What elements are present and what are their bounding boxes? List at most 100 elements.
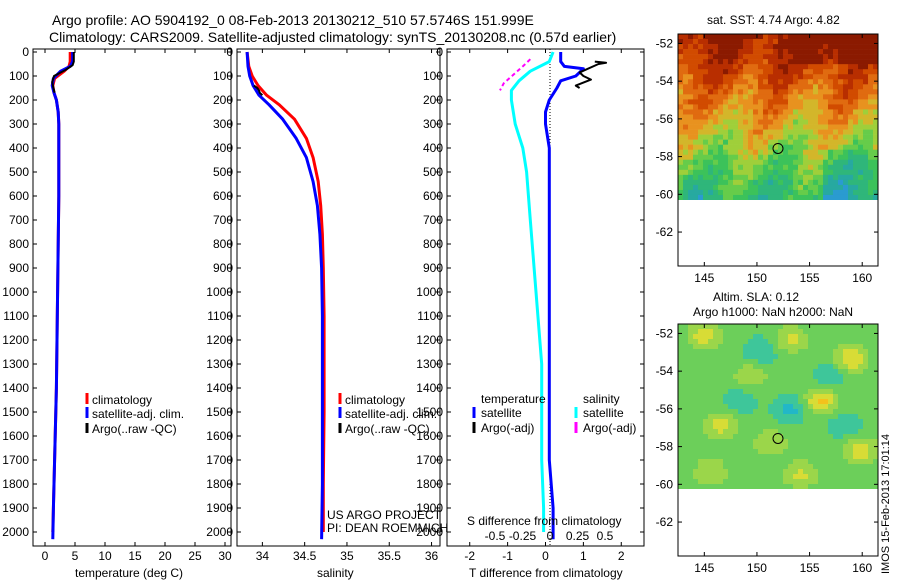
heatmap-cell — [683, 344, 689, 350]
heatmap-cell — [773, 154, 779, 161]
heatmap-cell — [803, 59, 809, 65]
heatmap-cell — [873, 119, 878, 125]
x-tick-label: 5 — [72, 549, 79, 563]
heatmap-cell — [768, 179, 774, 186]
heatmap-cell — [728, 139, 734, 145]
heatmap-cell — [723, 404, 729, 410]
t-difference-label: T difference from climatology — [469, 566, 623, 580]
heatmap-cell — [813, 124, 819, 130]
heatmap-cell — [818, 419, 824, 425]
heatmap-cell — [863, 194, 869, 200]
heatmap-cell — [748, 94, 754, 100]
heatmap-cell — [873, 74, 878, 80]
heatmap-cell — [863, 74, 869, 80]
heatmap-cell — [728, 159, 734, 166]
heatmap-cell — [833, 394, 839, 400]
heatmap-cell — [858, 379, 864, 385]
heatmap-cell — [858, 389, 864, 395]
heatmap-cell — [808, 379, 814, 385]
heatmap-cell — [788, 484, 794, 489]
heatmap-cell — [838, 419, 844, 425]
heatmap-cell — [803, 334, 809, 340]
heatmap-cell — [813, 134, 819, 140]
heatmap-cell — [873, 194, 878, 200]
series-line — [51, 52, 75, 94]
heatmap-cell — [738, 54, 744, 60]
heatmap-cell — [838, 344, 844, 350]
heatmap-cell — [828, 389, 834, 395]
heatmap-cell — [828, 454, 834, 460]
heatmap-cell — [873, 139, 878, 145]
heatmap-cell — [798, 194, 804, 200]
heatmap-cell — [783, 334, 789, 340]
heatmap-cell — [833, 364, 839, 370]
heatmap-cell — [773, 429, 779, 435]
heatmap-cell — [753, 174, 759, 181]
heatmap-cell — [678, 449, 684, 455]
heatmap-cell — [678, 389, 684, 395]
heatmap-cell — [728, 404, 734, 410]
heatmap-cell — [833, 434, 839, 440]
heatmap-cell — [728, 369, 734, 375]
heatmap-cell — [678, 384, 684, 390]
heatmap-cell — [803, 39, 809, 45]
heatmap-cell — [833, 134, 839, 140]
heatmap-cell — [803, 419, 809, 425]
heatmap-cell — [873, 329, 878, 335]
heatmap-cell — [753, 134, 759, 140]
heatmap-cell — [748, 339, 754, 345]
heatmap-cell — [718, 384, 724, 390]
y-tick-label: 1400 — [2, 381, 29, 395]
heatmap-cell — [688, 384, 694, 390]
heatmap-cell — [703, 419, 709, 425]
heatmap-cell — [783, 419, 789, 425]
heatmap-cell — [868, 359, 874, 365]
heatmap-cell — [733, 469, 739, 475]
heatmap-cell — [743, 104, 749, 110]
heatmap-cell — [848, 114, 854, 120]
heatmap-cell — [798, 399, 804, 405]
heatmap-cell — [748, 334, 754, 340]
heatmap-cell — [688, 64, 694, 70]
heatmap-cell — [823, 379, 829, 385]
heatmap-cell — [688, 104, 694, 110]
heatmap-cell — [743, 484, 749, 489]
heatmap-cell — [743, 134, 749, 140]
heatmap-cell — [738, 454, 744, 460]
heatmap-cell — [753, 479, 759, 485]
x-tick-label: 0 — [42, 549, 49, 563]
heatmap-cell — [823, 349, 829, 355]
heatmap-cell — [773, 404, 779, 410]
heatmap-cell — [698, 44, 704, 50]
heatmap-cell — [748, 344, 754, 350]
heatmap-cell — [863, 389, 869, 395]
heatmap-cell — [848, 89, 854, 95]
heatmap-cell — [868, 374, 874, 380]
heatmap-cell — [738, 74, 744, 80]
heatmap-cell — [793, 334, 799, 340]
legend-label: satellite — [583, 406, 624, 420]
heatmap-cell — [748, 104, 754, 110]
heatmap-cell — [808, 459, 814, 465]
heatmap-cell — [693, 74, 699, 80]
y-tick-label: 700 — [213, 213, 233, 227]
heatmap-cell — [768, 474, 774, 480]
heatmap-cell — [723, 69, 729, 75]
map-y-tick-label: -58 — [656, 440, 674, 454]
heatmap-cell — [758, 189, 764, 196]
heatmap-cell — [738, 104, 744, 110]
heatmap-cell — [803, 119, 809, 125]
heatmap-cell — [848, 64, 854, 70]
heatmap-cell — [753, 374, 759, 380]
heatmap-cell — [708, 179, 714, 186]
heatmap-cell — [733, 464, 739, 470]
heatmap-cell — [853, 459, 859, 465]
heatmap-cell — [768, 349, 774, 355]
heatmap-cell — [848, 454, 854, 460]
heatmap-cell — [873, 79, 878, 85]
heatmap-cell — [713, 444, 719, 450]
heatmap-cell — [768, 59, 774, 65]
heatmap-cell — [848, 439, 854, 445]
heatmap-cell — [808, 414, 814, 420]
heatmap-cell — [678, 194, 684, 200]
